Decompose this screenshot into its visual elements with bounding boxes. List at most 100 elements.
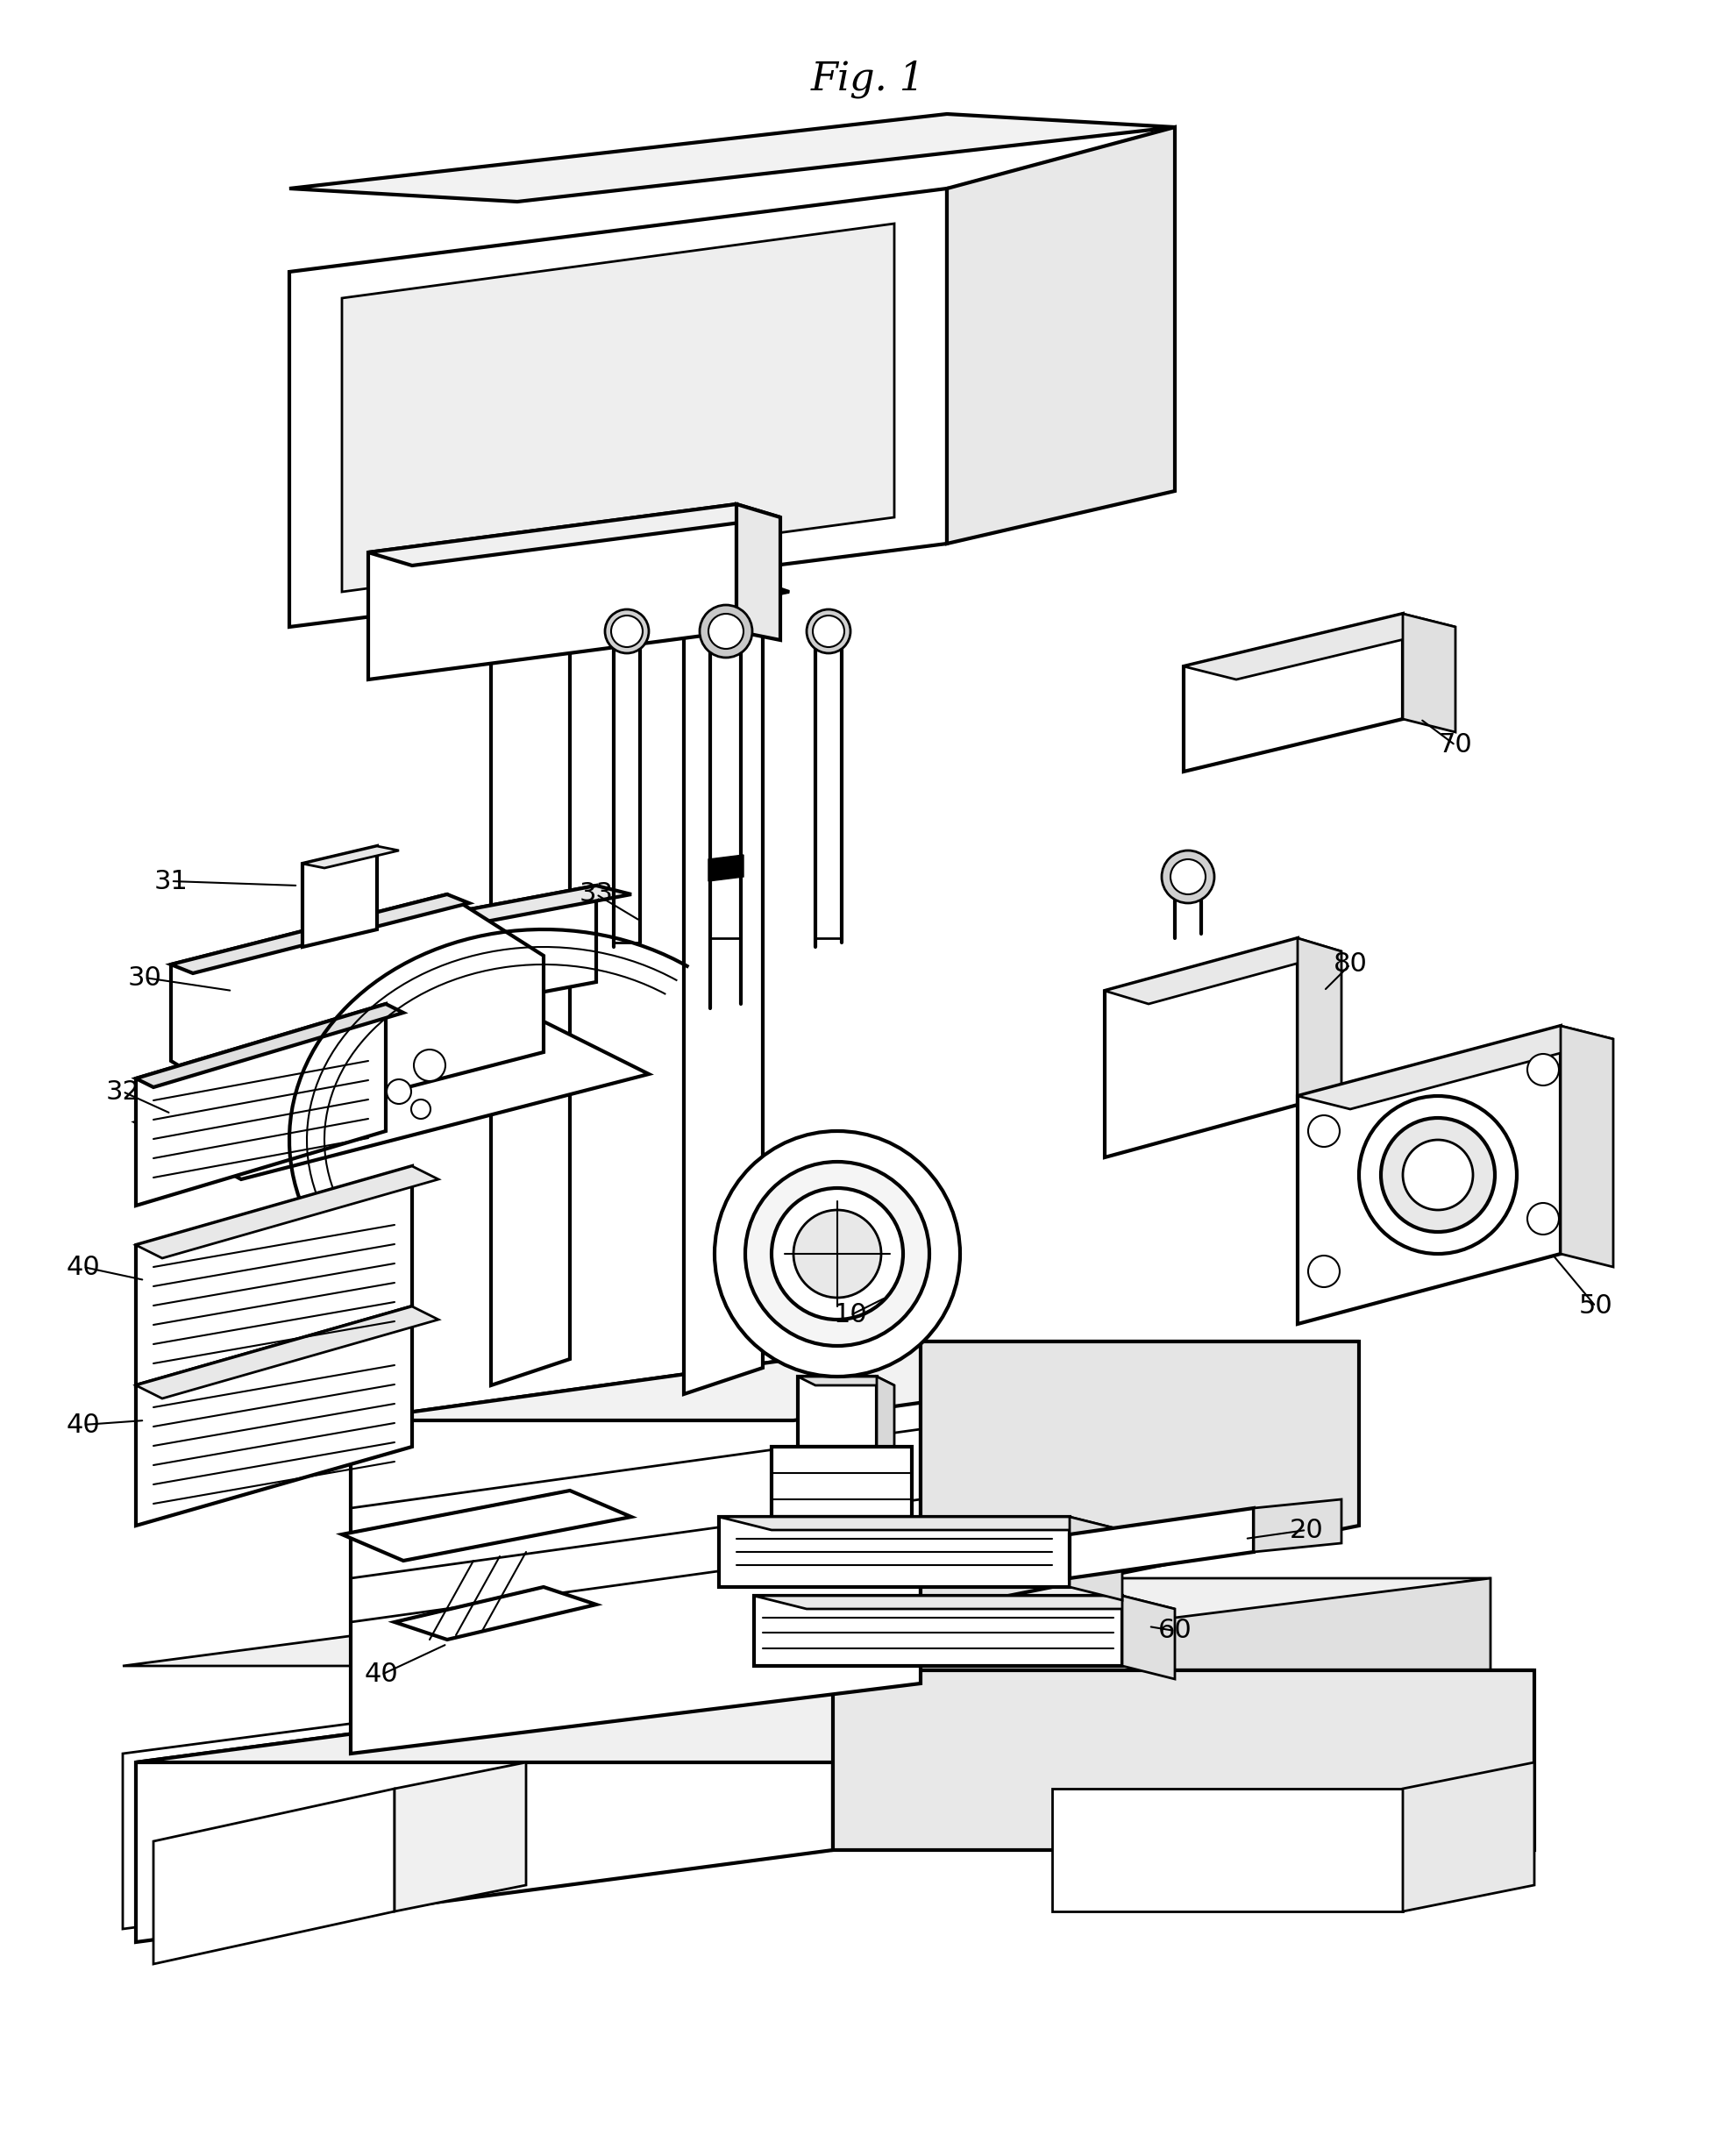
- Circle shape: [413, 1050, 446, 1080]
- Polygon shape: [135, 1003, 403, 1087]
- Text: 10: 10: [833, 1302, 868, 1328]
- Polygon shape: [135, 1166, 439, 1258]
- Circle shape: [1528, 1055, 1559, 1085]
- Circle shape: [700, 604, 752, 658]
- Polygon shape: [351, 1341, 1359, 1420]
- Polygon shape: [135, 1307, 439, 1398]
- Polygon shape: [290, 113, 1175, 201]
- Polygon shape: [790, 1578, 1491, 1840]
- Polygon shape: [135, 1003, 385, 1206]
- Circle shape: [1309, 1114, 1340, 1146]
- Polygon shape: [135, 1021, 543, 1123]
- Polygon shape: [368, 504, 779, 566]
- Polygon shape: [342, 224, 894, 591]
- Polygon shape: [1052, 1789, 1403, 1911]
- Polygon shape: [799, 1377, 877, 1448]
- Circle shape: [1161, 850, 1213, 903]
- Polygon shape: [877, 1377, 894, 1456]
- Polygon shape: [667, 583, 790, 619]
- Polygon shape: [135, 1670, 1535, 1761]
- Polygon shape: [474, 583, 595, 619]
- Polygon shape: [719, 1516, 1121, 1531]
- Polygon shape: [736, 504, 779, 640]
- Polygon shape: [1069, 1516, 1121, 1599]
- Text: 30: 30: [128, 965, 161, 991]
- Polygon shape: [1297, 1025, 1561, 1324]
- Polygon shape: [123, 1665, 790, 1928]
- Polygon shape: [175, 886, 595, 1061]
- Circle shape: [1403, 1140, 1472, 1211]
- Polygon shape: [833, 1670, 1535, 1851]
- Polygon shape: [153, 1789, 394, 1964]
- Text: 40: 40: [66, 1411, 101, 1437]
- Polygon shape: [753, 1595, 1121, 1665]
- Text: 50: 50: [1578, 1294, 1613, 1319]
- Text: 31: 31: [155, 869, 187, 895]
- Polygon shape: [708, 854, 743, 882]
- Polygon shape: [719, 1516, 1069, 1586]
- Polygon shape: [920, 1341, 1359, 1614]
- Text: 32: 32: [106, 1078, 141, 1104]
- Polygon shape: [394, 1586, 595, 1640]
- Circle shape: [1380, 1119, 1495, 1232]
- Polygon shape: [1184, 613, 1403, 771]
- Polygon shape: [342, 1490, 632, 1561]
- Polygon shape: [290, 188, 946, 628]
- Polygon shape: [135, 1166, 411, 1386]
- Polygon shape: [170, 895, 543, 1123]
- Text: 33: 33: [580, 882, 613, 907]
- Circle shape: [812, 615, 844, 647]
- Polygon shape: [771, 1448, 911, 1516]
- Text: 80: 80: [1333, 952, 1368, 978]
- Circle shape: [708, 613, 743, 649]
- Circle shape: [745, 1161, 929, 1345]
- Polygon shape: [474, 583, 790, 619]
- Circle shape: [387, 1080, 411, 1104]
- Polygon shape: [394, 1586, 543, 1623]
- Polygon shape: [491, 587, 569, 1386]
- Polygon shape: [302, 845, 377, 948]
- Text: 40: 40: [66, 1253, 101, 1279]
- Polygon shape: [394, 1761, 526, 1911]
- Polygon shape: [368, 504, 736, 679]
- Polygon shape: [1104, 937, 1342, 1003]
- Polygon shape: [1297, 1025, 1613, 1110]
- Circle shape: [715, 1132, 960, 1377]
- Polygon shape: [135, 1307, 411, 1527]
- Polygon shape: [1403, 613, 1455, 732]
- Circle shape: [1528, 1202, 1559, 1234]
- Text: 40: 40: [365, 1661, 398, 1687]
- Text: 60: 60: [1158, 1618, 1193, 1644]
- Circle shape: [771, 1187, 903, 1319]
- Polygon shape: [170, 895, 469, 974]
- Polygon shape: [1104, 937, 1297, 1157]
- Polygon shape: [946, 128, 1175, 544]
- Circle shape: [1359, 1095, 1517, 1253]
- Polygon shape: [1121, 1595, 1175, 1678]
- Polygon shape: [1253, 1499, 1342, 1552]
- Polygon shape: [123, 1578, 1491, 1665]
- Polygon shape: [1561, 1025, 1613, 1266]
- Circle shape: [1170, 858, 1205, 895]
- Polygon shape: [684, 587, 762, 1394]
- Circle shape: [1309, 1255, 1340, 1287]
- Polygon shape: [1403, 1761, 1535, 1911]
- Polygon shape: [1184, 613, 1455, 679]
- Circle shape: [793, 1211, 882, 1298]
- Polygon shape: [135, 1670, 833, 1943]
- Polygon shape: [135, 1021, 649, 1179]
- Circle shape: [411, 1100, 431, 1119]
- Circle shape: [611, 615, 642, 647]
- Text: Fig. 1: Fig. 1: [811, 60, 925, 98]
- Polygon shape: [302, 845, 399, 869]
- Circle shape: [807, 608, 851, 653]
- Circle shape: [604, 608, 649, 653]
- Text: 20: 20: [1290, 1518, 1323, 1544]
- Polygon shape: [175, 886, 632, 974]
- Polygon shape: [753, 1595, 1175, 1610]
- Polygon shape: [342, 1490, 569, 1535]
- Text: 70: 70: [1439, 732, 1472, 758]
- Polygon shape: [351, 1341, 920, 1753]
- Polygon shape: [1069, 1507, 1253, 1578]
- Polygon shape: [1297, 937, 1342, 1119]
